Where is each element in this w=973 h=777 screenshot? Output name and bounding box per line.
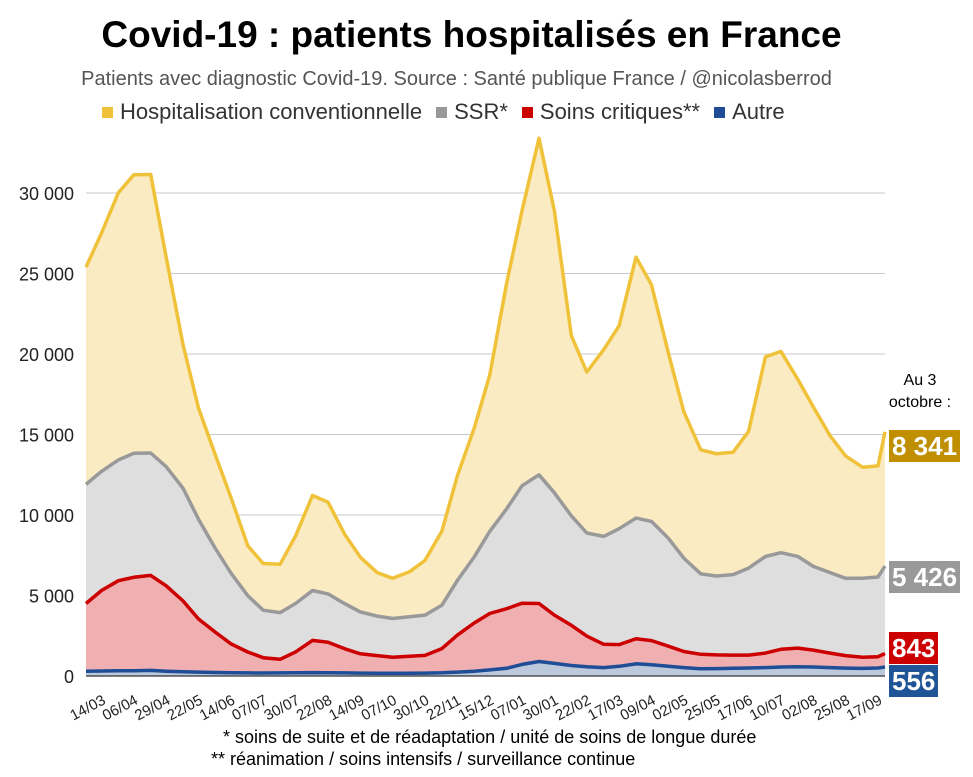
end-label-conventional: 8 341 [889,430,961,462]
as-of-annotation: Au 3 octobre : [870,370,970,414]
area-ssr [86,453,885,676]
line-hospitalisation-conventionnelle [84,136,887,581]
area-hospitalisation-conventionnelle [86,138,885,677]
x-tick-label: 17/09 [844,692,885,725]
y-tick-label: 15 000 [19,426,74,446]
area-soins-critiques [86,575,885,676]
area-fills [86,138,885,677]
legend-label-ssr: SSR* [454,99,508,124]
area-autre [86,661,885,676]
x-axis-ticks: 14/0306/0429/0422/0514/0607/0730/0722/08… [67,692,885,725]
y-axis-ticks: 0 5 000 10 000 15 000 20 000 25 000 30 000 [19,184,74,687]
y-tick-label: 10 000 [19,506,74,526]
footnote-critical: ** réanimation / soins intensifs / surve… [211,749,636,769]
series-lines [84,136,887,676]
legend-item-ssr: SSR* [436,99,508,125]
legend-label-critical: Soins critiques** [539,99,701,124]
chart-subtitle: Patients avec diagnostic Covid-19. Sourc… [81,68,832,90]
as-of-line-2: octobre : [888,394,952,411]
legend-label-conventional: Hospitalisation conventionnelle [120,99,423,124]
y-tick-label: 20 000 [19,345,74,365]
legend: Hospitalisation conventionnelle SSR* Soi… [102,99,799,125]
legend-swatch-critical [521,106,533,118]
legend-item-critical: Soins critiques** [521,99,701,125]
end-label-other: 556 [889,665,939,697]
legend-swatch-ssr [436,106,448,118]
y-tick-label: 5 000 [29,587,74,607]
legend-item-other: Autre [714,99,785,125]
legend-swatch-conventional [102,106,113,118]
y-tick-label: 30 000 [19,184,74,204]
legend-item-conventional: Hospitalisation conventionnelle [102,99,422,125]
end-label-ssr: 5 426 [889,561,961,593]
legend-label-other: Autre [732,99,785,124]
line-ssr [84,451,887,621]
chart-title: Covid-19 : patients hospitalisés en Fran… [101,14,842,55]
line-soins-critiques [84,573,886,662]
as-of-line-1: Au 3 [903,372,937,389]
footnote-ssr: * soins de suite et de réadaptation / un… [223,727,757,747]
end-label-critical: 843 [889,632,939,664]
line-autre [85,659,886,676]
legend-swatch-other [714,106,726,118]
y-tick-label: 25 000 [19,265,74,285]
y-tick-label: 0 [64,667,74,687]
